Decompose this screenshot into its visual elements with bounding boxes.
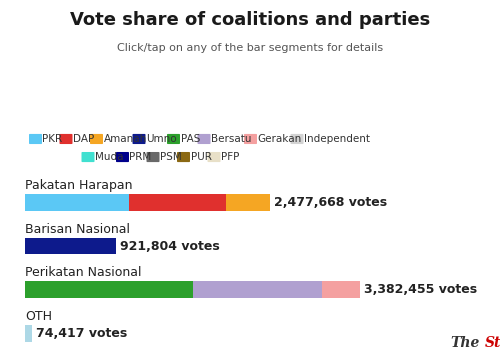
Text: 2,477,668 votes: 2,477,668 votes [274, 196, 387, 209]
Text: 74,417 votes: 74,417 votes [36, 327, 128, 340]
Text: 921,804 votes: 921,804 votes [120, 240, 220, 253]
Bar [25, 325, 32, 342]
Bar [226, 194, 270, 211]
Text: Barisan Nasional: Barisan Nasional [25, 223, 130, 236]
Text: The: The [450, 336, 480, 350]
Text: Muda: Muda [95, 152, 124, 162]
Bar [129, 194, 226, 211]
Text: Perikatan Nasional: Perikatan Nasional [25, 266, 142, 279]
Text: Amanah: Amanah [104, 134, 147, 144]
Bar [322, 282, 360, 298]
Text: PKR: PKR [42, 134, 62, 144]
Bar [25, 282, 193, 298]
Text: Click/tap on any of the bar segments for details: Click/tap on any of the bar segments for… [117, 43, 383, 53]
Text: Gerakan: Gerakan [258, 134, 302, 144]
Text: 3,382,455 votes: 3,382,455 votes [364, 283, 476, 296]
Text: PUR: PUR [190, 152, 212, 162]
Text: PFP: PFP [221, 152, 240, 162]
Text: Independent: Independent [304, 134, 370, 144]
Bar [25, 194, 129, 211]
Text: OTH: OTH [25, 310, 52, 323]
Text: Star: Star [485, 336, 500, 350]
Text: Bersatu: Bersatu [211, 134, 252, 144]
Text: Vote share of coalitions and parties: Vote share of coalitions and parties [70, 11, 430, 29]
Text: Pakatan Harapan: Pakatan Harapan [25, 179, 132, 192]
Text: Umno: Umno [146, 134, 176, 144]
Text: PRM: PRM [130, 152, 152, 162]
Bar [25, 238, 116, 255]
Text: PAS: PAS [180, 134, 200, 144]
Text: DAP: DAP [73, 134, 94, 144]
Bar [193, 282, 322, 298]
Text: PSM: PSM [160, 152, 182, 162]
